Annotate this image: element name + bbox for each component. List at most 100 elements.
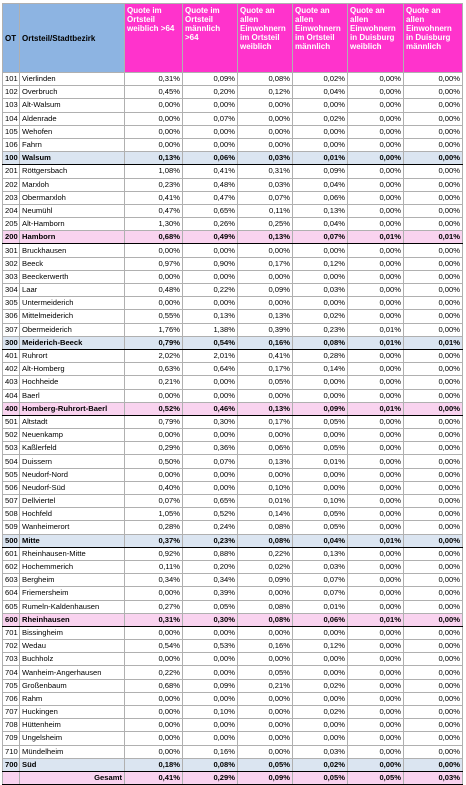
table-cell: 0,00% xyxy=(182,269,238,285)
table-cell: 0,23% xyxy=(124,177,183,192)
table-cell: Buchholz xyxy=(19,652,125,667)
table-cell: 0,00% xyxy=(403,639,463,654)
table-cell: 0,07% xyxy=(292,230,348,245)
table-cell: 402 xyxy=(2,362,20,377)
table-cell: Hüttenheim xyxy=(19,718,125,733)
table-cell: 0,31% xyxy=(124,71,183,87)
table-row: 403 Hochheide 0,21% 0,00% 0,05% 0,00% 0,00% 0,0… xyxy=(2,375,463,390)
table-cell: 0,00% xyxy=(124,428,183,443)
table-cell: 0,00% xyxy=(403,137,463,153)
table-row: 402 Alt-Homberg 0,63% 0,64% 0,17% 0,14% 0,00% 0… xyxy=(2,362,463,377)
table-cell: 0,00% xyxy=(182,428,238,443)
table-cell: 0,14% xyxy=(292,362,348,377)
table-row: 200 Hamborn 0,68% 0,49% 0,13% 0,07% 0,01% 0,01% xyxy=(2,230,463,245)
table-cell: 203 xyxy=(2,190,20,205)
table-cell: 0,63% xyxy=(124,362,183,377)
table-cell: 0,47% xyxy=(124,203,183,219)
header-cell: Quote im Ortsteil männlich >64 xyxy=(182,3,238,73)
table-cell: 0,00% xyxy=(292,243,348,258)
table-row: 202 Marxloh 0,23% 0,48% 0,03% 0,04% 0,00% 0,00% xyxy=(2,177,463,192)
table-cell: 0,23% xyxy=(182,533,238,548)
table-cell: 0,13% xyxy=(237,230,293,245)
table-cell: 0,11% xyxy=(124,559,183,575)
table-cell: 0,00% xyxy=(347,520,404,535)
table-cell: 0,07% xyxy=(292,573,348,588)
table-cell: 0,00% xyxy=(403,744,463,759)
table-cell: 304 xyxy=(2,282,20,298)
table-cell: 0,00% xyxy=(124,137,183,153)
table-cell: 0,13% xyxy=(292,546,348,561)
table-cell: 0,13% xyxy=(237,401,293,416)
table-cell: Rahm xyxy=(19,691,125,707)
table-cell: Mitte xyxy=(19,533,125,548)
table-cell: 0,05% xyxy=(292,414,348,430)
table-cell: 0,28% xyxy=(124,520,183,535)
table-cell: 0,00% xyxy=(403,322,463,337)
table-cell: 0,00% xyxy=(347,164,404,179)
table-cell: 0,79% xyxy=(124,335,183,350)
table-cell: 0,97% xyxy=(124,256,183,271)
table-cell: 0,04% xyxy=(292,85,348,100)
table-cell: Laar xyxy=(19,282,125,298)
table-cell: 1,38% xyxy=(182,322,238,337)
table-cell: Rheinhausen-Mitte xyxy=(19,546,125,561)
table-cell: 0,00% xyxy=(403,718,463,733)
table-row: 103 Alt-Walsum 0,00% 0,00% 0,00% 0,00% 0,00% 0,… xyxy=(2,98,463,113)
table-cell: 0,00% xyxy=(124,98,183,113)
table-cell: 0,22% xyxy=(237,546,293,561)
table-cell: 1,05% xyxy=(124,507,183,522)
table-cell: 0,26% xyxy=(182,217,238,232)
table-cell: Mittelmeiderich xyxy=(19,309,125,324)
table-cell: 0,00% xyxy=(347,731,404,746)
table-row: 703 Buchholz 0,00% 0,00% 0,00% 0,00% 0,00% 0,00… xyxy=(2,652,463,667)
table-cell: 0,00% xyxy=(347,639,404,654)
table-cell: 0,04% xyxy=(292,217,348,232)
table-cell: 0,00% xyxy=(182,718,238,733)
table-cell: 0,00% xyxy=(124,388,183,403)
table-row: 602 Hochemmerich 0,11% 0,20% 0,02% 0,03% 0,00%… xyxy=(2,559,463,575)
table-cell: Hamborn xyxy=(19,230,125,245)
table-cell: 0,05% xyxy=(237,757,293,772)
table-cell: 0,00% xyxy=(347,480,404,496)
table-row: 205 Alt-Hamborn 1,30% 0,26% 0,25% 0,04% 0,00% 0… xyxy=(2,217,463,232)
table-cell: 0,00% xyxy=(347,665,404,680)
table-cell: 0,00% xyxy=(182,243,238,258)
table-cell: 0,34% xyxy=(182,573,238,588)
table-cell: 0,17% xyxy=(237,414,293,430)
table-cell: 0,00% xyxy=(347,441,404,456)
table-row: 105 Wehofen 0,00% 0,00% 0,00% 0,00% 0,00% 0,00% xyxy=(2,124,463,139)
table-cell: 0,00% xyxy=(347,282,404,298)
table-cell: 0,00% xyxy=(403,203,463,219)
table-cell: 301 xyxy=(2,243,20,258)
table-cell: 0,00% xyxy=(347,71,404,87)
table-cell: 0,09% xyxy=(182,678,238,693)
table-cell: 0,00% xyxy=(403,362,463,377)
table-cell: 0,00% xyxy=(403,414,463,430)
table-cell: 0,00% xyxy=(292,718,348,733)
table-cell: 0,00% xyxy=(403,111,463,126)
table-cell: 0,00% xyxy=(182,691,238,707)
table-cell: 0,00% xyxy=(403,704,463,720)
table-cell: Alt-Walsum xyxy=(19,98,125,113)
table-cell: 600 xyxy=(2,612,20,627)
table-cell: 0,01% xyxy=(347,401,404,416)
table-cell: 0,00% xyxy=(124,744,183,759)
table-cell: 0,00% xyxy=(292,691,348,707)
table-cell: 0,68% xyxy=(124,678,183,693)
table-cell: 306 xyxy=(2,309,20,324)
table-cell: 0,00% xyxy=(182,480,238,496)
table-cell: Duissern xyxy=(19,454,125,469)
table-cell: 0,00% xyxy=(403,520,463,535)
table-row: 302 Beeck 0,97% 0,90% 0,17% 0,12% 0,00% 0,00% xyxy=(2,256,463,271)
table-cell: 0,00% xyxy=(237,296,293,311)
table-cell: 0,03% xyxy=(237,177,293,192)
table-cell: 0,00% xyxy=(347,388,404,403)
table-cell: 0,00% xyxy=(292,428,348,443)
table-cell: 0,00% xyxy=(403,177,463,192)
header-cell: OT xyxy=(2,3,20,73)
table-row: 102 Overbruch 0,45% 0,20% 0,12% 0,04% 0,00% 0,0… xyxy=(2,85,463,100)
table-cell: 0,00% xyxy=(347,691,404,707)
table-cell: 0,04% xyxy=(292,177,348,192)
table-cell: 0,08% xyxy=(237,533,293,548)
table-cell: 0,24% xyxy=(182,520,238,535)
